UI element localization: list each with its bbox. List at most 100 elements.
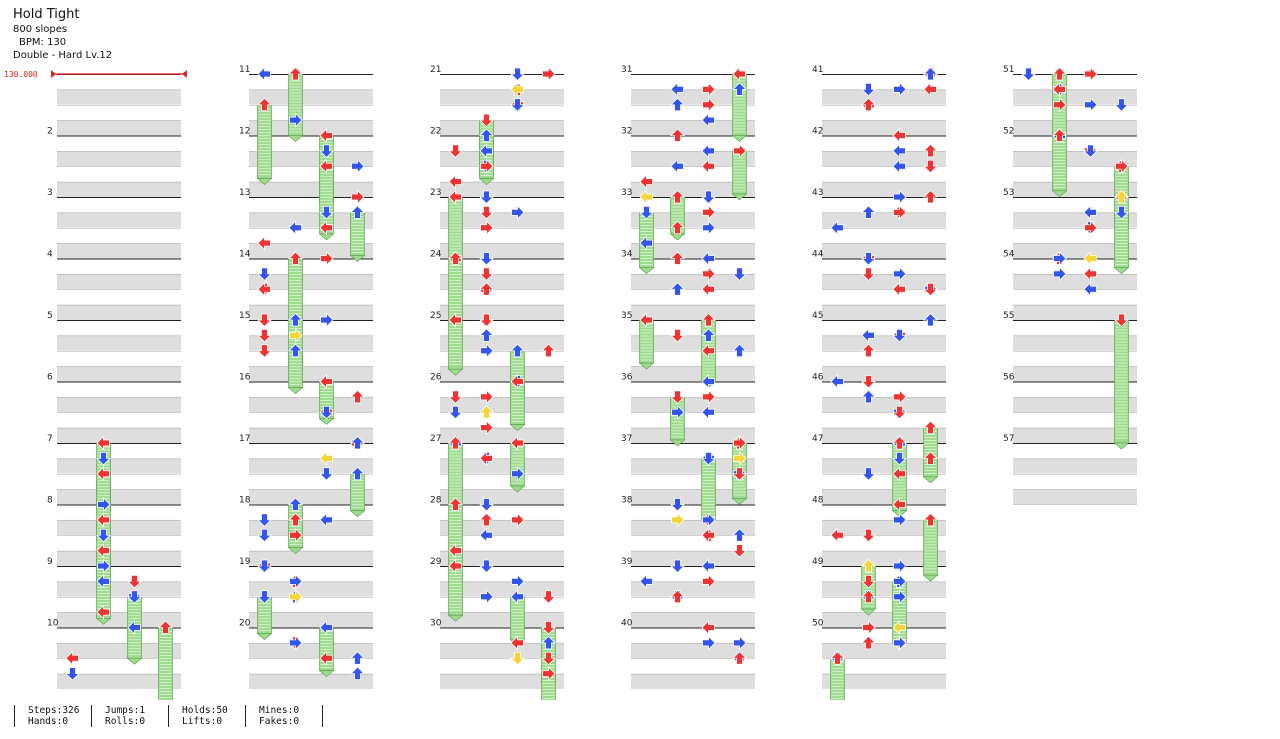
- hold-note: [669, 396, 686, 447]
- beat-band: [631, 304, 755, 320]
- blue-left-arrow-icon: [1083, 281, 1097, 297]
- yellow-left-arrow-icon: [639, 189, 653, 205]
- bpm-label: BPM: 130: [19, 37, 67, 48]
- beat-band: [631, 673, 755, 689]
- blue-right-arrow-icon: [893, 512, 907, 528]
- bpm-marker-value: 130.000: [4, 70, 38, 79]
- beat-band: [822, 427, 946, 443]
- beat-band: [57, 550, 181, 566]
- blue-right-arrow-icon: [702, 220, 716, 236]
- red-right-arrow-icon: [702, 389, 716, 405]
- red-down-arrow-icon: [257, 328, 272, 343]
- beat-band: [631, 412, 755, 428]
- measure-label: 24: [430, 250, 442, 260]
- red-up-arrow-icon: [701, 312, 716, 327]
- measure-label: 22: [430, 127, 441, 137]
- red-up-arrow-icon: [257, 97, 272, 112]
- blue-down-arrow-icon: [96, 528, 111, 543]
- beat-band: [249, 566, 373, 582]
- beat-band: [249, 89, 373, 105]
- blue-up-arrow-icon: [670, 282, 685, 296]
- measure-label: 53: [1003, 188, 1014, 198]
- yellow-left-arrow-icon: [510, 81, 524, 97]
- measure-label: 55: [1003, 311, 1014, 321]
- red-up-arrow-icon: [479, 282, 494, 296]
- beat-band: [440, 243, 564, 259]
- beat-band: [249, 396, 373, 413]
- beat-band: [631, 427, 755, 443]
- beat-band: [631, 243, 755, 259]
- blue-right-arrow-icon: [511, 573, 525, 589]
- blue-right-arrow-icon: [480, 343, 494, 359]
- red-down-arrow-icon: [541, 590, 556, 604]
- hold-end-cap: [638, 362, 655, 370]
- beat-band: [249, 443, 373, 459]
- red-up-arrow-icon: [923, 143, 938, 158]
- beat-band: [249, 458, 373, 474]
- blue-up-arrow-icon: [923, 312, 938, 327]
- blue-left-arrow-icon: [892, 143, 906, 159]
- blue-right-arrow-icon: [511, 204, 525, 220]
- blue-left-arrow-icon: [892, 158, 906, 174]
- red-down-arrow-icon: [448, 390, 463, 404]
- beat-band: [822, 273, 946, 290]
- blue-up-arrow-icon: [861, 205, 876, 219]
- beat-band: [57, 135, 181, 151]
- red-up-arrow-icon: [448, 251, 463, 265]
- blue-up-arrow-icon: [670, 97, 685, 112]
- blue-up-arrow-icon: [288, 312, 303, 327]
- red-down-arrow-icon: [541, 651, 556, 666]
- hold-end-cap: [447, 368, 464, 376]
- hold-note: [256, 596, 273, 641]
- blue-down-arrow-icon: [892, 451, 907, 466]
- beat-band: [440, 74, 564, 90]
- hold-note: [287, 73, 304, 142]
- red-left-arrow-icon: [732, 66, 746, 82]
- beat-band: [822, 642, 946, 659]
- blue-right-arrow-icon: [1053, 251, 1067, 266]
- beat-band: [631, 320, 755, 336]
- blue-left-arrow-icon: [670, 81, 684, 97]
- song-title: Hold Tight: [13, 7, 80, 22]
- rolls-count: Rolls:0: [105, 716, 146, 727]
- measure-label: 54: [1003, 250, 1015, 260]
- hold-end-cap: [287, 547, 304, 554]
- beat-band: [822, 320, 946, 336]
- blue-right-arrow-icon: [97, 558, 111, 574]
- red-right-arrow-icon: [702, 81, 716, 97]
- beat-band: [822, 150, 946, 167]
- beat-band: [440, 335, 564, 351]
- red-right-arrow-icon: [1084, 220, 1098, 236]
- measure-label: 30: [430, 619, 442, 629]
- beat-band: [1013, 212, 1137, 228]
- beat-band: [822, 135, 946, 151]
- hold-note: [638, 319, 655, 370]
- beat-band: [822, 89, 946, 105]
- beat-band: [249, 627, 373, 643]
- beat-band: [440, 120, 564, 136]
- red-left-arrow-icon: [96, 466, 110, 482]
- beat-band: [631, 504, 755, 520]
- hold-end-cap: [287, 387, 304, 395]
- beat-band: [822, 673, 946, 689]
- beat-band: [249, 243, 373, 259]
- beat-band: [631, 74, 755, 90]
- beat-band: [440, 258, 564, 274]
- blue-down-arrow-icon: [127, 590, 142, 604]
- blue-up-arrow-icon: [350, 435, 365, 450]
- red-up-arrow-icon: [288, 66, 303, 81]
- red-up-arrow-icon: [479, 512, 494, 527]
- measure-label: 20: [239, 619, 251, 629]
- beat-band: [1013, 89, 1137, 105]
- fakes-count: Fakes:0: [259, 716, 300, 727]
- hold-end-cap: [318, 670, 335, 677]
- red-down-arrow-icon: [448, 144, 463, 158]
- blue-up-arrow-icon: [350, 466, 365, 481]
- hold-end-cap: [287, 135, 304, 142]
- beat-band: [57, 304, 181, 320]
- beat-band: [631, 566, 755, 582]
- measure-label: 16: [239, 373, 251, 383]
- red-down-arrow-icon: [861, 574, 876, 589]
- blue-down-arrow-icon: [861, 82, 876, 97]
- hold-end-cap: [669, 439, 686, 447]
